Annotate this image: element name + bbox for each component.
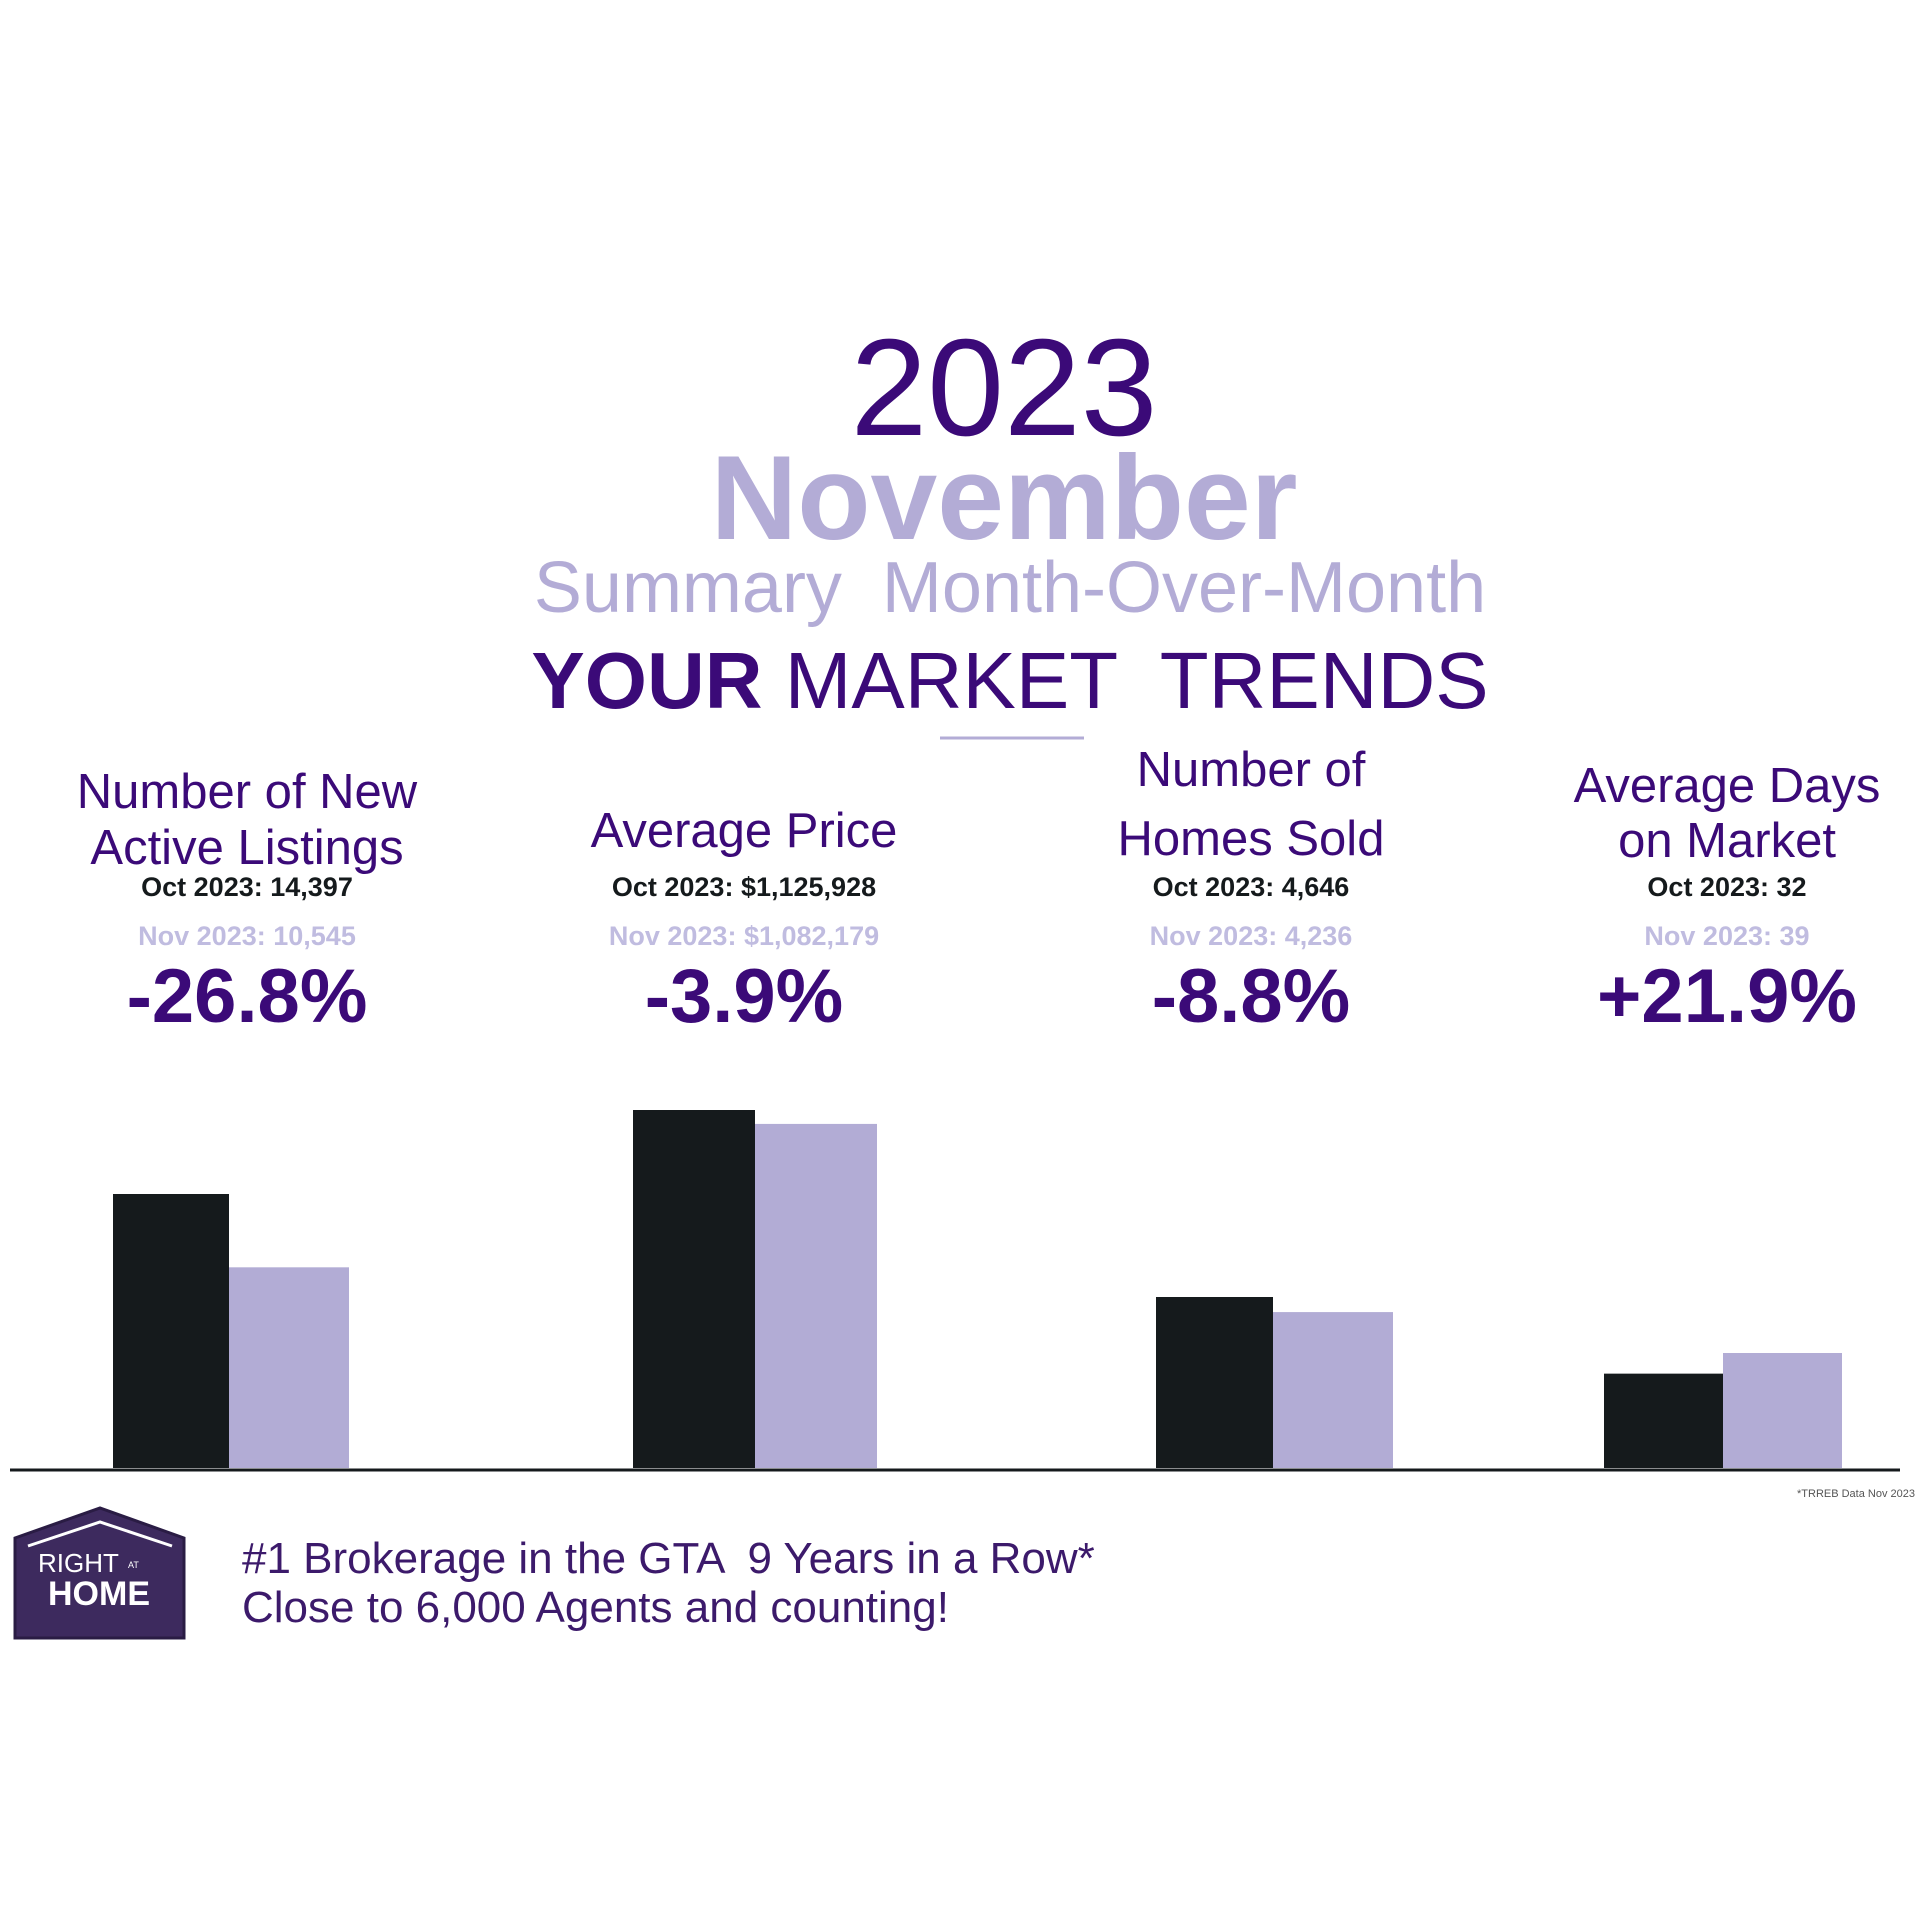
period-value: $1,125,928 bbox=[741, 872, 876, 902]
metric-title: Active Listings bbox=[90, 821, 403, 875]
nov-line: Nov 2023: $1,082,179 bbox=[609, 921, 879, 951]
metric-title: Average Days bbox=[1574, 759, 1881, 813]
bar bbox=[1273, 1312, 1393, 1468]
bar bbox=[633, 1110, 755, 1468]
main-title: YOUR MARKET TRENDS bbox=[531, 636, 1488, 725]
period-label: Oct 2023: bbox=[1647, 872, 1769, 902]
period-value: 10,545 bbox=[273, 921, 356, 951]
nov-line: Nov 2023: 4,236 bbox=[1150, 921, 1353, 951]
footer-line: Close to 6,000 Agents and counting! bbox=[242, 1583, 949, 1632]
bar bbox=[1723, 1353, 1842, 1468]
period-value: $1,082,179 bbox=[744, 921, 879, 951]
metric-title: on Market bbox=[1618, 814, 1836, 868]
oct-line: Oct 2023: $1,125,928 bbox=[612, 872, 876, 902]
title-bold: YOUR bbox=[531, 636, 762, 725]
bar bbox=[1156, 1297, 1273, 1468]
nov-line: Nov 2023: 39 bbox=[1644, 921, 1809, 951]
bar bbox=[229, 1267, 349, 1468]
logo-text: RIGHT bbox=[38, 1548, 119, 1578]
period-label: Oct 2023: bbox=[1153, 872, 1275, 902]
month: November bbox=[711, 431, 1298, 565]
title-rest: MARKET TRENDS bbox=[785, 636, 1489, 725]
period-label: Oct 2023: bbox=[141, 872, 263, 902]
oct-line: Oct 2023: 4,646 bbox=[1153, 872, 1350, 902]
change: -3.9% bbox=[645, 954, 844, 1039]
oct-line: Oct 2023: 14,397 bbox=[141, 872, 353, 902]
change: -26.8% bbox=[127, 954, 368, 1039]
period-value: 4,646 bbox=[1282, 872, 1350, 902]
footnote: *TRREB Data Nov 2023 bbox=[1797, 1488, 1915, 1500]
period-label: Nov 2023: bbox=[609, 921, 737, 951]
nov-line: Nov 2023: 10,545 bbox=[138, 921, 356, 951]
period-value: 32 bbox=[1777, 872, 1807, 902]
period-value: 4,236 bbox=[1285, 921, 1353, 951]
logo: RIGHT AT HOME bbox=[13, 1506, 186, 1640]
logo-roof bbox=[27, 1520, 173, 1548]
logo-house bbox=[13, 1506, 186, 1640]
period-value: 14,397 bbox=[270, 872, 353, 902]
bar bbox=[755, 1123, 877, 1468]
metric-title: Homes Sold bbox=[1118, 812, 1385, 866]
change: -8.8% bbox=[1152, 954, 1351, 1039]
oct-line: Oct 2023: 32 bbox=[1647, 872, 1806, 902]
period-value: 39 bbox=[1780, 921, 1810, 951]
logo-text: HOME bbox=[48, 1575, 150, 1613]
period-label: Nov 2023: bbox=[1150, 921, 1278, 951]
bar bbox=[113, 1194, 229, 1468]
bar bbox=[1604, 1373, 1723, 1468]
year: 2023 bbox=[851, 311, 1158, 465]
footer-line: #1 Brokerage in the GTA 9 Years in a Row… bbox=[242, 1534, 1095, 1583]
period-label: Oct 2023: bbox=[612, 872, 734, 902]
change: +21.9% bbox=[1597, 954, 1857, 1039]
subtitle: Summary Month-Over-Month bbox=[534, 548, 1486, 628]
metric-title: Number of bbox=[1137, 743, 1366, 797]
period-label: Nov 2023: bbox=[138, 921, 266, 951]
metric-title: Number of New bbox=[77, 765, 418, 819]
period-label: Nov 2023: bbox=[1644, 921, 1772, 951]
logo-text: AT bbox=[128, 1560, 139, 1570]
metric-title: Average Price bbox=[591, 804, 898, 858]
